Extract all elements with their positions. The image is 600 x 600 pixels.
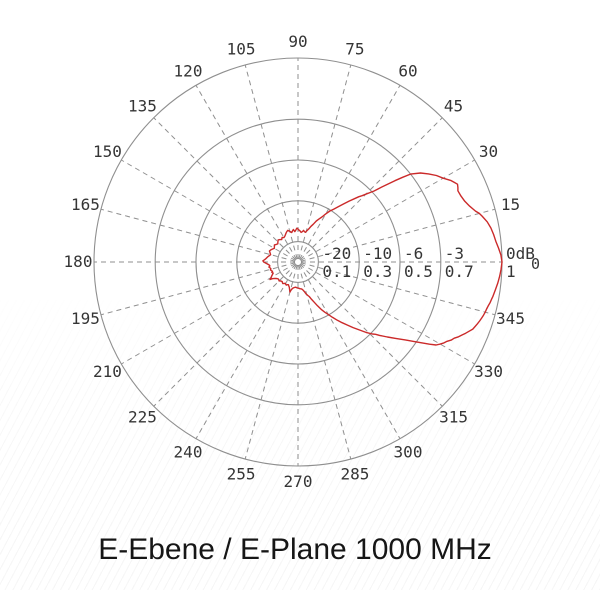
- grid-spoke: [153, 263, 297, 407]
- db-label: -6: [404, 244, 423, 263]
- angle-label: 30: [479, 142, 498, 161]
- grid-spoke: [153, 117, 297, 261]
- db-label: -20: [322, 244, 351, 263]
- grid-spoke: [298, 64, 352, 260]
- angle-label: 15: [501, 195, 520, 214]
- grid-spoke: [121, 159, 296, 261]
- linear-label: 0.7: [445, 262, 474, 281]
- linear-label: 1: [506, 262, 516, 281]
- grid-spoke: [244, 264, 298, 460]
- grid-spoke: [299, 263, 443, 407]
- angle-label: 60: [398, 61, 417, 80]
- angle-label: 345: [496, 309, 525, 328]
- angle-label: 210: [93, 362, 122, 381]
- grid-spoke: [300, 262, 496, 316]
- angle-label: 195: [71, 309, 100, 328]
- grid-spoke: [100, 262, 296, 316]
- grid-spoke: [299, 117, 443, 261]
- chart-title: E-Ebene / E-Plane 1000 MHz: [98, 533, 492, 566]
- pattern-curve: [262, 172, 503, 346]
- linear-label: 0.1: [322, 262, 351, 281]
- angle-label: 135: [128, 96, 157, 115]
- angle-label: 225: [128, 408, 157, 427]
- angle-label: 45: [444, 96, 463, 115]
- grid-spoke: [298, 264, 352, 460]
- db-label: -3: [445, 244, 464, 263]
- grid-spoke: [195, 85, 297, 260]
- angle-label: 120: [174, 61, 203, 80]
- db-label: 0dB: [506, 244, 535, 263]
- grid-spoke: [300, 159, 475, 261]
- grid-ring: [277, 241, 319, 283]
- angle-label: 150: [93, 142, 122, 161]
- angle-label: 165: [71, 195, 100, 214]
- grid-spoke: [299, 85, 401, 260]
- grid-spoke: [300, 208, 496, 262]
- linear-label: 0.5: [404, 262, 433, 281]
- grid-spoke: [299, 264, 401, 439]
- angle-label: 240: [174, 443, 203, 462]
- angle-label: 105: [227, 39, 256, 58]
- angle-label-zero: 0: [531, 255, 540, 273]
- angle-label: 300: [394, 443, 423, 462]
- db-label: -10: [363, 244, 392, 263]
- angle-label: 90: [288, 32, 307, 51]
- grid-spoke: [121, 263, 296, 365]
- grid-spoke: [244, 64, 298, 260]
- angle-label: 330: [474, 362, 503, 381]
- linear-label: 0.3: [363, 262, 392, 281]
- grid-spoke: [300, 263, 475, 365]
- grid-spoke: [195, 264, 297, 439]
- angle-label: 285: [340, 465, 369, 484]
- angle-label: 315: [439, 408, 468, 427]
- angle-label: 270: [284, 472, 313, 491]
- grid-spoke: [100, 208, 296, 262]
- angle-label: 255: [227, 465, 256, 484]
- angle-label: 180: [64, 252, 93, 271]
- angle-label: 75: [345, 39, 364, 58]
